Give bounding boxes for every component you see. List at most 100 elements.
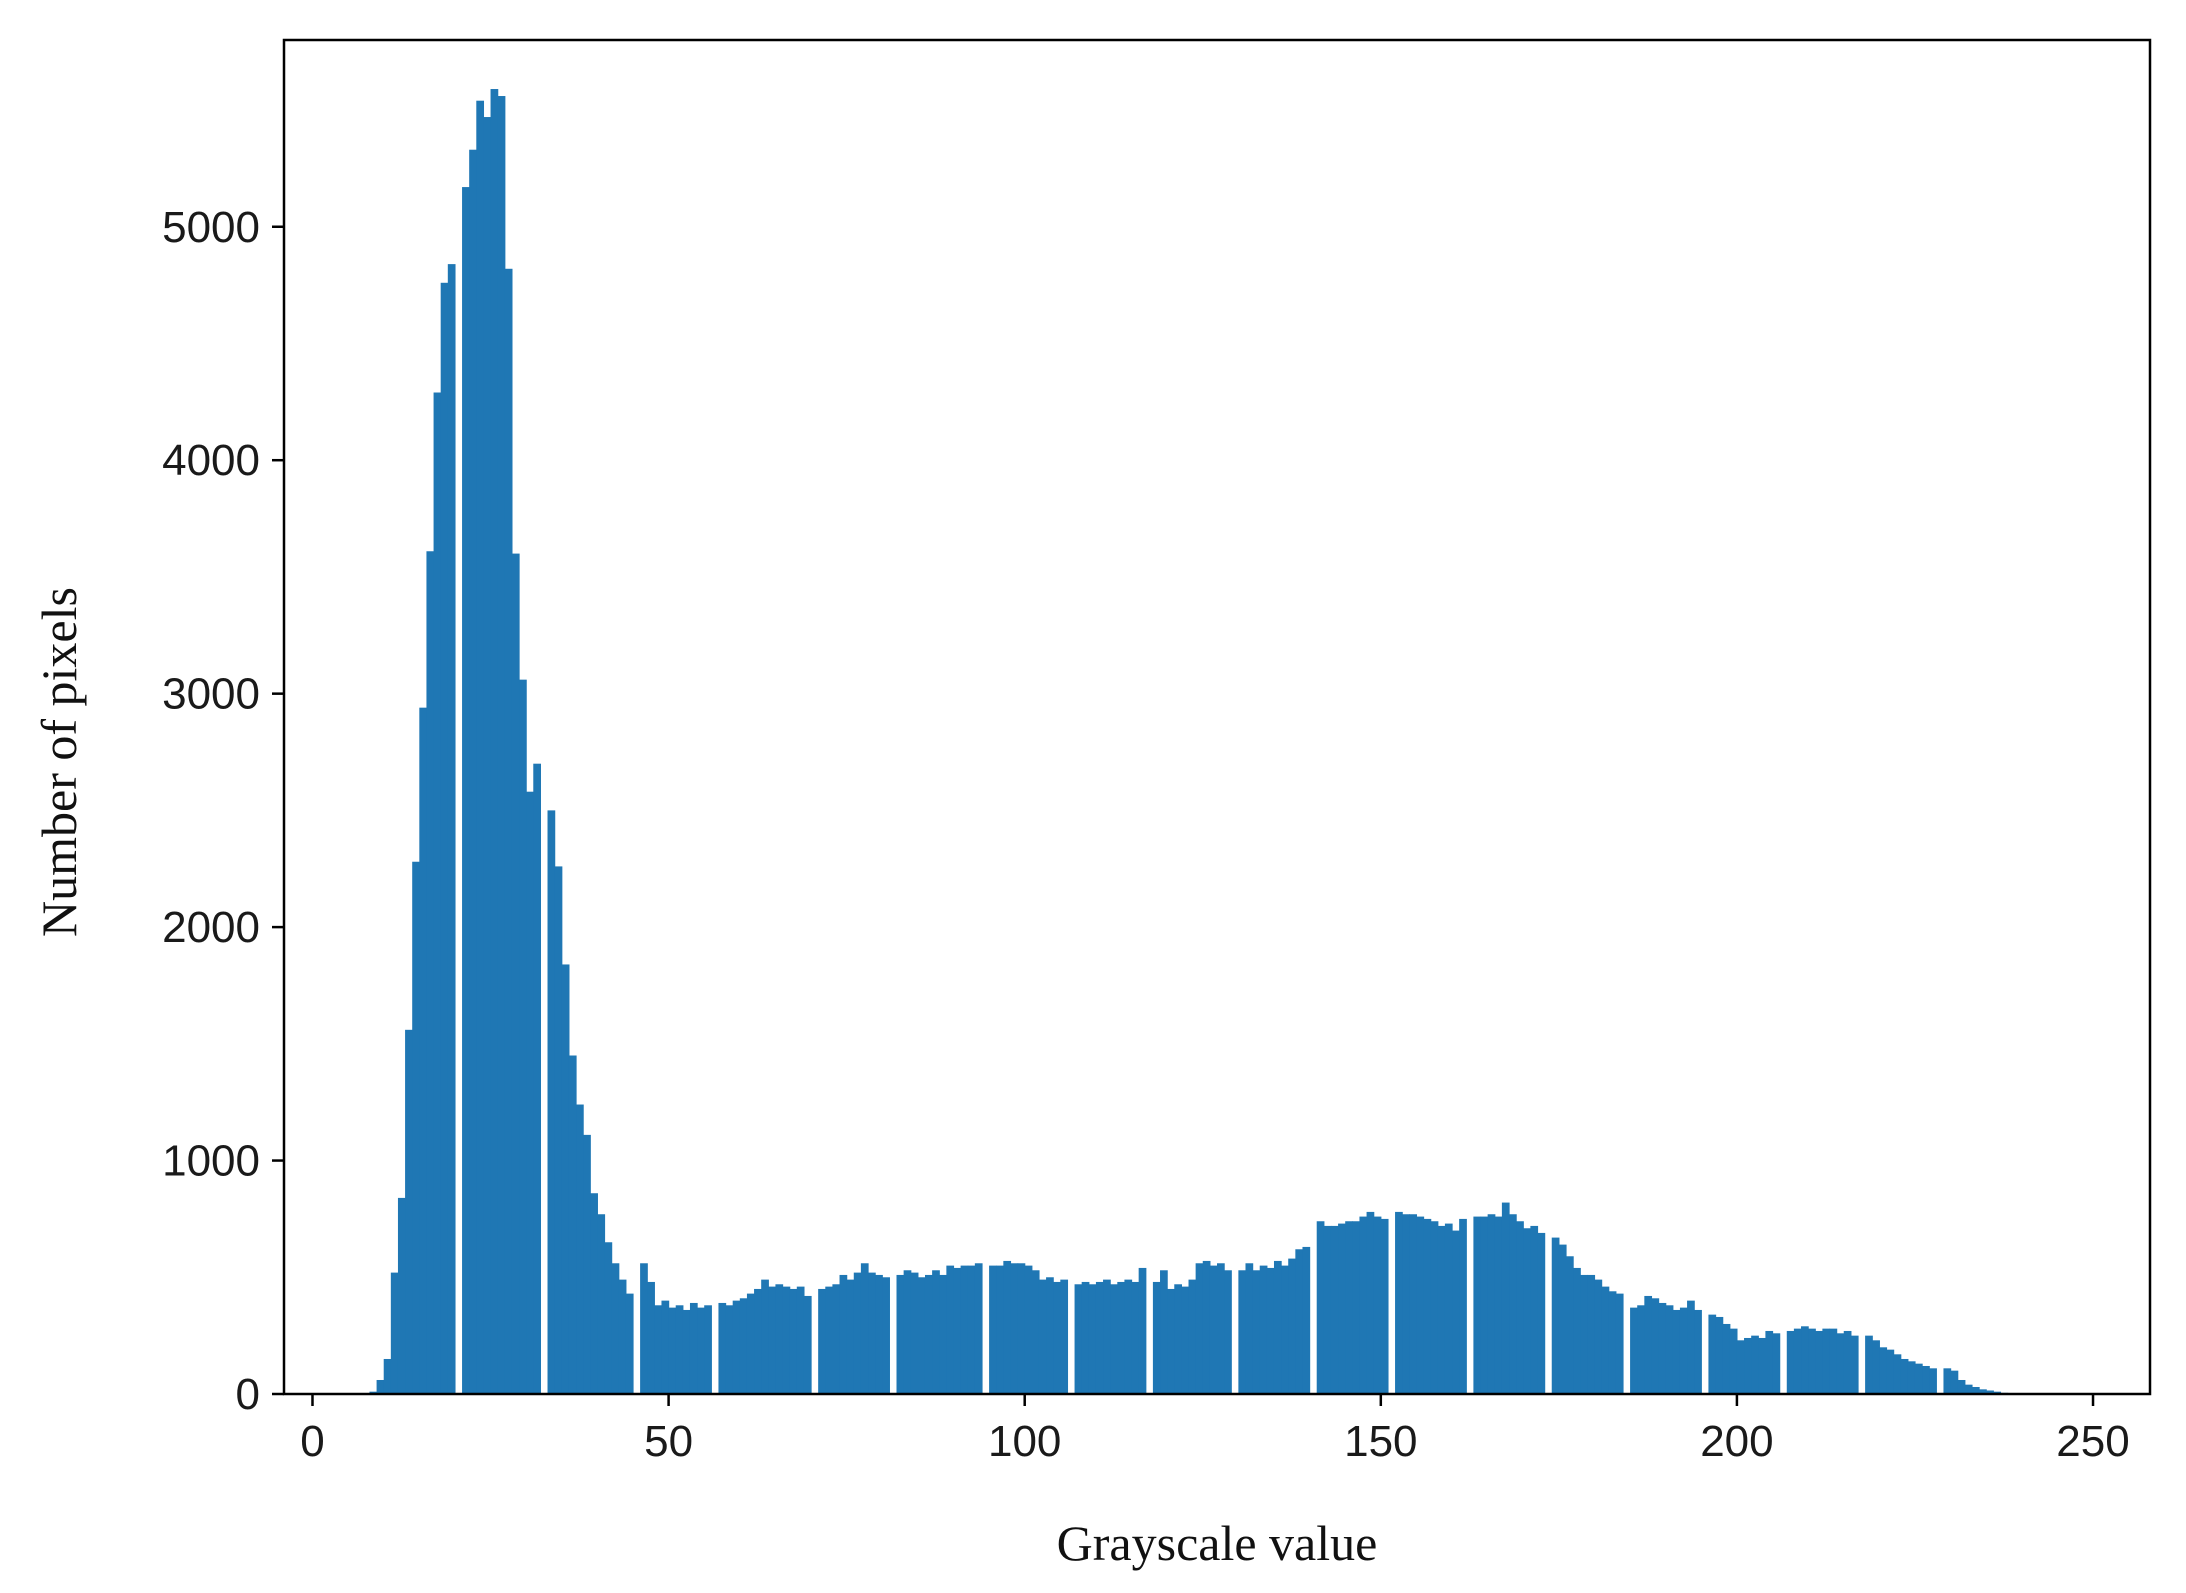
x-axis-ticks: 0 50 100 150 200 250 bbox=[300, 1394, 2130, 1466]
histogram-bar bbox=[1537, 1232, 1546, 1394]
histogram-bar bbox=[832, 1284, 841, 1394]
histogram-bar bbox=[1922, 1365, 1930, 1394]
histogram-bar bbox=[1409, 1214, 1418, 1394]
histogram-bar bbox=[1316, 1221, 1325, 1394]
histogram-bar bbox=[462, 187, 470, 1395]
histogram-bar bbox=[426, 551, 435, 1394]
histogram-bar bbox=[1252, 1270, 1261, 1394]
histogram-bar bbox=[611, 1263, 620, 1394]
histogram-bar bbox=[668, 1307, 677, 1394]
histogram-bar bbox=[939, 1274, 947, 1394]
histogram-bar bbox=[568, 1055, 577, 1394]
histogram-bar bbox=[1637, 1305, 1645, 1394]
histogram-bar bbox=[1117, 1281, 1126, 1394]
histogram-bar bbox=[554, 866, 563, 1394]
histogram-bar bbox=[1615, 1293, 1624, 1394]
y-tick-label: 5000 bbox=[162, 203, 260, 252]
histogram-bar bbox=[1850, 1335, 1859, 1394]
histogram-bar bbox=[1573, 1267, 1581, 1394]
histogram-bar bbox=[1509, 1214, 1517, 1394]
histogram-bar bbox=[860, 1263, 869, 1394]
histogram-bar bbox=[1174, 1284, 1182, 1394]
histogram-bar bbox=[490, 89, 499, 1394]
histogram-bar bbox=[875, 1274, 883, 1394]
histogram-bar bbox=[974, 1263, 983, 1394]
histogram-bar bbox=[1452, 1230, 1460, 1394]
histogram-bar bbox=[704, 1305, 712, 1394]
histogram-bar bbox=[1608, 1291, 1617, 1394]
histogram-bar bbox=[440, 282, 449, 1395]
histogram-bar bbox=[547, 810, 556, 1394]
histogram-bar bbox=[576, 1104, 584, 1394]
histogram-bar bbox=[761, 1279, 769, 1394]
histogram-bar bbox=[483, 117, 492, 1394]
histogram-bar bbox=[754, 1288, 762, 1394]
histogram-bar bbox=[1558, 1244, 1567, 1394]
histogram-bar bbox=[1110, 1284, 1118, 1394]
histogram-bar bbox=[782, 1286, 791, 1394]
histogram-bar bbox=[1259, 1265, 1268, 1394]
histogram-bar bbox=[1943, 1368, 1952, 1394]
histogram-bar bbox=[725, 1305, 734, 1394]
histogram-bar bbox=[1708, 1314, 1717, 1394]
x-tick-label: 150 bbox=[1344, 1417, 1417, 1466]
histogram-bar bbox=[590, 1193, 598, 1394]
histogram-bar bbox=[1801, 1326, 1809, 1394]
histogram-bar bbox=[1480, 1216, 1489, 1394]
histogram-bar bbox=[868, 1272, 876, 1394]
histogram-bar bbox=[640, 1263, 648, 1394]
histogram-bar bbox=[1914, 1363, 1923, 1394]
histogram-bar bbox=[1202, 1260, 1211, 1394]
histogram-bar bbox=[1395, 1211, 1403, 1394]
histogram-bar bbox=[896, 1274, 905, 1394]
histogram-bar bbox=[682, 1309, 691, 1394]
histogram-bar bbox=[803, 1295, 812, 1394]
histogram-bar bbox=[397, 1197, 406, 1394]
histogram-bar bbox=[1060, 1279, 1069, 1394]
histogram-bar bbox=[583, 1134, 591, 1394]
histogram-bar bbox=[1003, 1260, 1012, 1394]
histogram-bar bbox=[1679, 1307, 1688, 1394]
histogram-bar bbox=[1423, 1218, 1432, 1394]
histogram-bar bbox=[526, 791, 534, 1394]
histogram-bar bbox=[1836, 1333, 1845, 1394]
histogram-bar bbox=[946, 1265, 955, 1394]
histogram-bar bbox=[1516, 1221, 1524, 1394]
histogram-bar bbox=[1687, 1300, 1695, 1394]
histogram-bar bbox=[1580, 1274, 1588, 1394]
histogram-bar bbox=[383, 1358, 392, 1394]
histogram-bar bbox=[1872, 1340, 1880, 1394]
histogram-bar bbox=[618, 1279, 627, 1394]
histogram-bar bbox=[1772, 1333, 1781, 1394]
x-axis-label: Grayscale value bbox=[1057, 1515, 1378, 1571]
histogram-bar bbox=[1359, 1216, 1368, 1394]
histogram-bar bbox=[1010, 1263, 1019, 1394]
y-axis-ticks: 0 1000 2000 3000 4000 5000 bbox=[162, 203, 284, 1419]
histogram-bar bbox=[818, 1288, 826, 1394]
histogram-bar bbox=[697, 1307, 705, 1394]
histogram-bar bbox=[732, 1300, 741, 1394]
histogram-bar bbox=[1630, 1307, 1638, 1394]
histogram-bar bbox=[1217, 1263, 1225, 1394]
x-tick-label: 200 bbox=[1700, 1417, 1773, 1466]
x-tick-label: 250 bbox=[2056, 1417, 2129, 1466]
histogram-bar bbox=[1181, 1286, 1190, 1394]
histogram-bar bbox=[1330, 1225, 1339, 1394]
histogram-bar bbox=[882, 1277, 890, 1394]
histogram-bar bbox=[1302, 1246, 1311, 1394]
histogram-bar bbox=[1665, 1305, 1674, 1394]
histogram-bar bbox=[1494, 1216, 1503, 1394]
histogram-bar bbox=[433, 392, 442, 1394]
histogram-bar bbox=[1195, 1263, 1204, 1394]
histogram-bar bbox=[1487, 1214, 1496, 1394]
histogram-bar bbox=[1437, 1225, 1446, 1394]
histogram-bar bbox=[1986, 1390, 1994, 1394]
histogram-bar bbox=[1765, 1330, 1774, 1394]
histogram-bar bbox=[1245, 1263, 1254, 1394]
histogram-bar bbox=[718, 1302, 727, 1394]
histogram-bar bbox=[1152, 1281, 1161, 1394]
histogram-bar bbox=[1971, 1386, 1980, 1394]
histogram-bar bbox=[1979, 1389, 1987, 1394]
histogram-bar bbox=[1444, 1223, 1453, 1394]
histogram-bar bbox=[1081, 1281, 1090, 1394]
